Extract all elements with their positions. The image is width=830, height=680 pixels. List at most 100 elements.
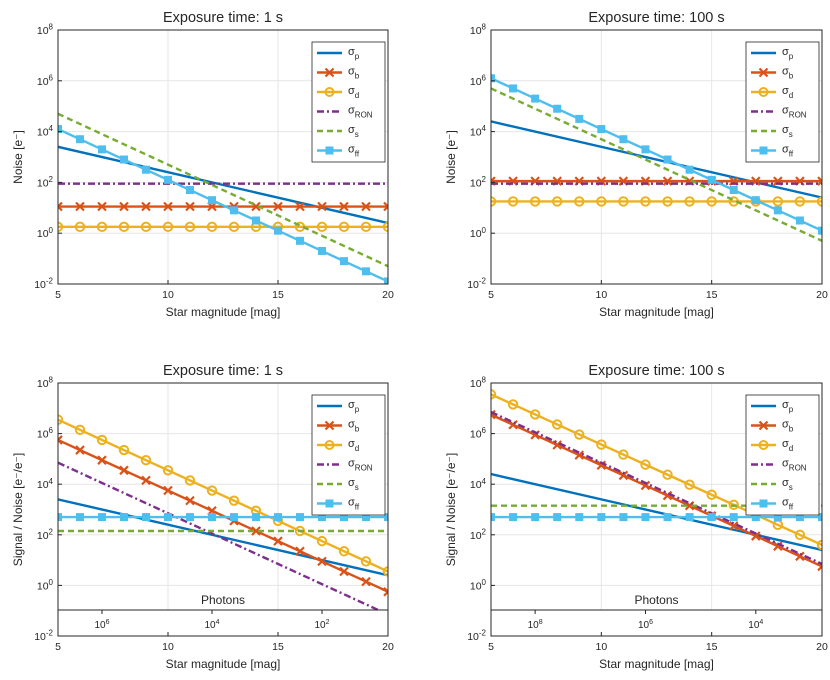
marker-ff — [384, 513, 388, 522]
marker-ff — [641, 145, 650, 154]
series-line-p — [58, 145, 388, 225]
marker-d — [316, 221, 328, 233]
photon-axis-band — [58, 610, 388, 636]
series-line-d — [491, 393, 822, 547]
marker-d — [552, 196, 563, 207]
marker-d — [294, 525, 306, 537]
marker-d — [360, 221, 372, 233]
marker-d — [640, 196, 651, 207]
marker-ff — [751, 513, 760, 522]
marker-ff — [707, 175, 716, 184]
series-line-s — [491, 87, 822, 242]
marker-ff — [208, 513, 216, 522]
marker-b — [119, 465, 129, 476]
marker-ff — [362, 513, 370, 522]
legend-marker-ff — [759, 146, 768, 155]
marker-ff — [164, 175, 172, 184]
marker-b — [795, 551, 805, 562]
marker-ff — [230, 206, 238, 215]
x-tick-label: 10 — [595, 289, 607, 301]
y-tick-label: 10-2 — [34, 629, 53, 643]
marker-d — [316, 535, 328, 547]
photon-axis-band — [491, 610, 822, 636]
x-tick-label: 15 — [706, 289, 718, 301]
marker-b — [817, 176, 822, 186]
marker-ff — [252, 513, 260, 522]
legend-label-b: σb — [348, 66, 360, 81]
legend-label-b: σb — [348, 419, 360, 434]
legend-label-d: σd — [348, 85, 359, 100]
marker-ff — [252, 216, 260, 225]
marker-ff — [98, 513, 106, 522]
marker-ff — [575, 114, 584, 123]
legend-label-s: σs — [348, 477, 359, 492]
marker-ff — [274, 226, 282, 235]
marker-b — [273, 201, 283, 212]
marker-d — [574, 196, 585, 207]
legend-label-p: σp — [782, 399, 794, 414]
marker-d — [640, 459, 651, 470]
y-tick-label: 104 — [37, 124, 54, 138]
marker-d — [574, 429, 585, 440]
marker-ff — [230, 513, 238, 522]
y-tick-label: 100 — [37, 578, 54, 592]
marker-b — [361, 201, 371, 212]
marker-ff — [575, 513, 584, 522]
marker-d — [162, 465, 174, 476]
legend-label-RON: σRON — [348, 458, 373, 473]
marker-ff — [773, 206, 782, 215]
marker-d — [74, 424, 86, 436]
legend-box — [311, 41, 386, 163]
photon-tick-label: 106 — [638, 619, 653, 631]
marker-b — [618, 470, 629, 481]
marker-ff — [186, 186, 194, 195]
marker-b — [97, 201, 107, 212]
marker-d — [529, 196, 541, 207]
marker-b — [751, 176, 761, 186]
y-axis-label: Signal / Noise [e⁻/e⁻] — [444, 453, 458, 566]
photon-tick-label: 104 — [748, 619, 763, 631]
marker-b — [58, 435, 63, 445]
marker-ff — [491, 74, 495, 83]
chart-1: 5 10 15 20 10-2 100 102 104 106 108 Exposure time:… — [11, 10, 394, 319]
y-tick-label: 104 — [37, 477, 54, 491]
x-axis-label: Star magnitude [mag] — [166, 305, 281, 319]
marker-ff — [318, 513, 326, 522]
x-tick-label: 15 — [272, 641, 284, 653]
marker-d — [684, 196, 695, 207]
marker-ff — [751, 196, 760, 205]
marker-d — [228, 221, 240, 233]
marker-d — [140, 221, 152, 233]
legend-marker-b — [324, 420, 335, 431]
legend-marker-d — [758, 87, 769, 97]
chart-3: Photons 106 104 102 5 10 15 20 10-2 100 102 104 106 1… — [11, 363, 394, 671]
marker-d — [491, 389, 497, 400]
y-tick-label: 100 — [470, 578, 487, 592]
marker-b — [383, 586, 388, 597]
x-tick-label: 20 — [816, 289, 828, 301]
marker-ff — [795, 216, 804, 225]
legend-marker-ff — [759, 499, 768, 508]
marker-ff — [98, 145, 106, 154]
series-line-ff — [58, 127, 388, 283]
marker-d — [794, 529, 806, 541]
marker-d — [140, 454, 152, 466]
marker-b — [185, 495, 195, 506]
chart-title: Exposure time: 1 s — [163, 363, 283, 379]
marker-ff — [707, 513, 716, 522]
legend-label-b: σb — [782, 66, 794, 81]
chart-title: Exposure time: 100 s — [588, 363, 724, 379]
y-tick-label: 106 — [37, 73, 54, 87]
marker-ff — [619, 513, 628, 522]
marker-ff — [76, 135, 84, 144]
marker-ff — [597, 125, 606, 134]
marker-ff — [362, 267, 370, 276]
marker-d — [706, 489, 717, 500]
marker-ff — [509, 84, 518, 93]
series-group — [58, 112, 388, 284]
legend-label-RON: σRON — [348, 105, 373, 120]
marker-ff — [685, 165, 694, 174]
legend-label-d: σd — [348, 438, 359, 453]
marker-b — [491, 409, 496, 420]
chart-4: Photons 108 106 104 5 10 15 20 10-2 100 102 104 106 1… — [444, 363, 828, 671]
